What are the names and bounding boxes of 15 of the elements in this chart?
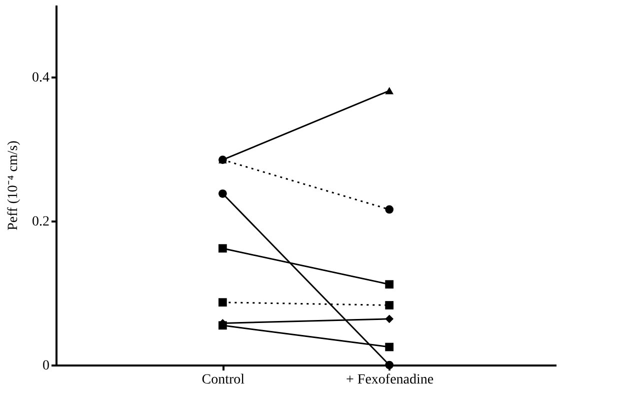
y-tick-label: 0.4	[32, 70, 50, 86]
point	[218, 298, 227, 307]
point	[218, 189, 227, 198]
point	[218, 244, 227, 253]
point	[385, 205, 394, 214]
y-tick-label: 0.2	[32, 214, 50, 230]
point	[385, 301, 394, 310]
point	[218, 321, 227, 330]
point	[385, 314, 394, 324]
y-tick-label: 0	[42, 358, 50, 374]
point	[385, 342, 394, 352]
x-tick-label: Control	[202, 372, 245, 388]
y-axis-title: Peff (10⁻⁴ cm/s)	[6, 140, 21, 230]
x-tick-label: + Fexofenadine	[346, 372, 434, 388]
point	[385, 280, 394, 289]
